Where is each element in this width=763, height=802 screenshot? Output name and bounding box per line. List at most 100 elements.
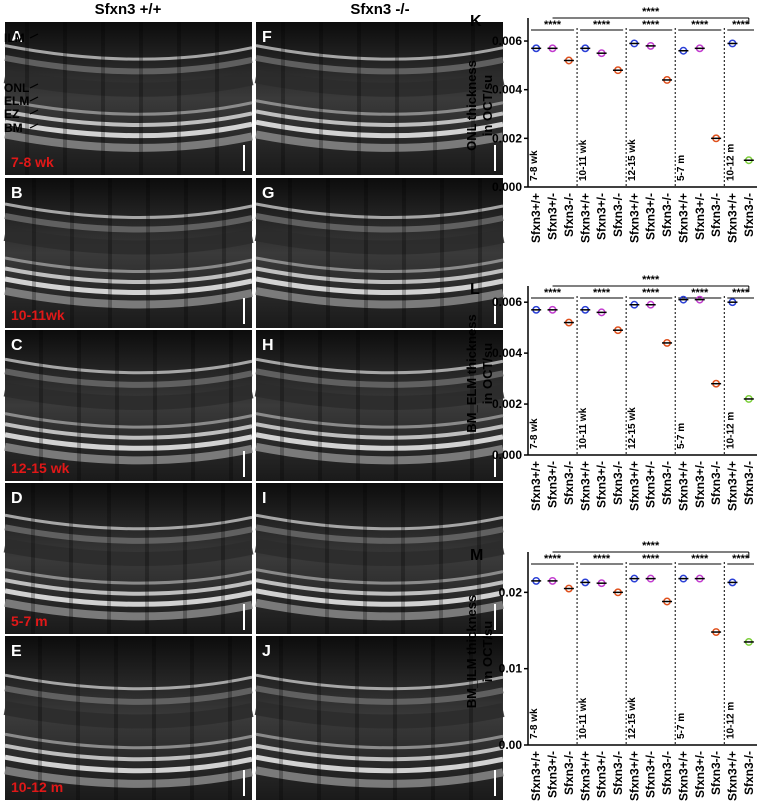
retina-layer — [255, 44, 504, 61]
retina-layer — [255, 202, 504, 219]
group-label: 7-8 wk — [529, 708, 540, 739]
shadow-stripe — [402, 178, 406, 328]
y-tick-label: 0.004 — [492, 83, 522, 97]
y-tick-label: 0.006 — [492, 295, 522, 309]
shadow-stripe — [355, 636, 359, 800]
shadow-stripe — [471, 22, 475, 175]
oct-image: A 7-8 wk — [3, 22, 254, 175]
significance-label: **** — [732, 553, 750, 565]
x-tick-label: Sfxn3-/- — [709, 461, 723, 505]
retina-layer — [255, 588, 504, 607]
retina-layer — [254, 701, 505, 729]
layer-label: EZ — [4, 107, 19, 121]
retina-layer — [255, 673, 504, 691]
x-tick-label: Sfxn3+/+ — [676, 193, 690, 243]
shadow-stripe — [190, 636, 194, 800]
group-label: 7-8 wk — [529, 150, 540, 181]
retina-layer — [255, 276, 504, 295]
shadow-stripe — [394, 330, 398, 481]
oct-background — [5, 22, 252, 175]
x-tick-label: Sfxn3-/- — [660, 193, 674, 237]
shadow-stripe — [279, 636, 283, 800]
x-tick-label: Sfxn3+/+ — [725, 461, 739, 511]
x-tick-label: Sfxn3+/+ — [578, 751, 592, 801]
shadow-stripe — [221, 483, 225, 634]
shadow-stripe — [469, 636, 473, 800]
x-tick-label: Sfxn3-/- — [660, 461, 674, 505]
shadow-stripe — [77, 330, 81, 481]
retina-layer — [255, 412, 504, 429]
column-header: Sfxn3 +/+ — [95, 1, 162, 18]
group-label: 10-11 wk — [578, 139, 589, 181]
retina-layer — [4, 256, 253, 273]
shadow-stripe — [393, 636, 397, 800]
x-tick-label: Sfxn3+/- — [693, 751, 707, 798]
x-tick-label: Sfxn3+/+ — [725, 193, 739, 243]
age-label: 7-8 wk — [11, 154, 54, 170]
retina-layer — [255, 368, 504, 388]
x-tick-label: Sfxn3-/- — [742, 193, 756, 237]
shadow-stripe — [107, 483, 111, 634]
y-tick-label: 0.004 — [492, 346, 522, 360]
x-tick-label: Sfxn3-/- — [562, 461, 576, 505]
retina-layer — [4, 754, 253, 774]
shadow-stripe — [145, 483, 149, 634]
shadow-stripe — [470, 330, 474, 481]
shadow-stripe — [152, 636, 156, 800]
panel-letter: H — [262, 337, 274, 354]
y-tick-label: 0.00 — [499, 738, 523, 752]
x-tick-label: Sfxn3-/- — [611, 461, 625, 505]
group-label: 10-12 m — [725, 412, 736, 449]
shadow-stripe — [177, 22, 181, 175]
x-tick-label: Sfxn3+/+ — [676, 461, 690, 511]
shadow-stripe — [108, 178, 112, 328]
retina-layer — [4, 266, 253, 284]
retina-layer — [255, 266, 504, 284]
shadow-stripe — [431, 636, 435, 800]
retina-layer — [4, 202, 253, 219]
shadow-stripe — [191, 330, 195, 481]
layer-label: ELM — [4, 94, 29, 108]
shadow-stripe — [63, 22, 67, 175]
retina-layer — [255, 119, 504, 139]
layer-arrow — [29, 96, 39, 102]
group-label: 12-15 wk — [627, 139, 638, 181]
retina-layer — [255, 743, 504, 762]
retina-layer — [255, 598, 504, 621]
x-tick-label: Sfxn3-/- — [660, 751, 674, 795]
shadow-stripe — [326, 178, 330, 328]
x-tick-label: Sfxn3+/- — [595, 751, 609, 798]
group-label: 7-8 wk — [529, 418, 540, 449]
oct-image: G — [254, 178, 505, 328]
retina-layer — [4, 119, 253, 139]
retina-layer — [3, 382, 254, 410]
retina-layer — [4, 276, 253, 295]
group-label: 10-12 m — [725, 144, 736, 181]
shadow-stripe — [401, 483, 405, 634]
shadow-stripe — [432, 330, 436, 481]
x-tick-label: Sfxn3-/- — [562, 751, 576, 795]
layer-arrow — [29, 33, 39, 39]
group-label: 12-15 wk — [627, 407, 638, 449]
significance-label: **** — [593, 553, 611, 565]
oct-image: J — [254, 636, 505, 800]
panel-letter: D — [11, 490, 23, 507]
retina-layer — [4, 412, 253, 429]
shadow-stripe — [477, 483, 481, 634]
x-tick-label: Sfxn3+/+ — [627, 461, 641, 511]
oct-image: F — [254, 22, 505, 175]
y-tick-label: 0.002 — [492, 131, 522, 145]
x-tick-label: Sfxn3+/+ — [529, 751, 543, 801]
significance-label: **** — [691, 287, 709, 299]
layer-label: BM — [4, 121, 23, 135]
layer-arrow — [29, 123, 39, 129]
shadow-stripe — [101, 22, 105, 175]
group-label: 12-15 wk — [627, 697, 638, 739]
age-label: 10-11wk — [11, 307, 65, 323]
oct-image: I — [254, 483, 505, 634]
shadow-stripe — [364, 178, 368, 328]
x-tick-label: Sfxn3+/- — [644, 461, 658, 508]
shadow-stripe — [222, 178, 226, 328]
retina-layer — [4, 130, 253, 152]
